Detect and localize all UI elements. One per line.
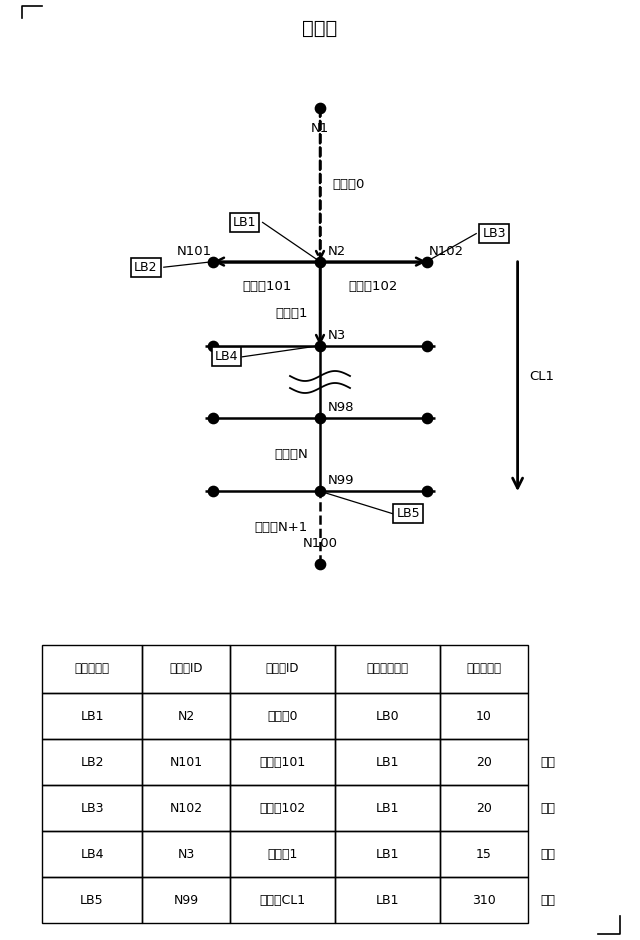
Text: LB1: LB1: [376, 802, 399, 814]
Bar: [440, 831, 528, 877]
Point: [208, 411, 218, 426]
Text: 追加: 追加: [540, 894, 555, 906]
Bar: [142, 785, 230, 831]
Text: 10: 10: [476, 710, 492, 723]
Text: 15: 15: [476, 848, 492, 860]
Text: リンク1: リンク1: [268, 848, 298, 860]
Text: 追加: 追加: [540, 756, 555, 769]
Text: リンク102: リンク102: [259, 802, 306, 814]
Bar: [230, 739, 335, 785]
Bar: [42, 645, 142, 693]
Text: N99: N99: [328, 474, 355, 487]
Text: LB4: LB4: [214, 351, 238, 363]
Bar: [42, 693, 142, 739]
Text: 累計コスト: 累計コスト: [467, 663, 502, 676]
Bar: [335, 645, 440, 693]
Text: N3: N3: [177, 848, 195, 860]
Text: N102: N102: [170, 802, 203, 814]
Bar: [335, 831, 440, 877]
Text: LB2: LB2: [80, 756, 104, 769]
Text: LB3: LB3: [80, 802, 104, 814]
Text: N101: N101: [170, 756, 203, 769]
Text: LB1: LB1: [80, 710, 104, 723]
Text: LB1: LB1: [376, 756, 399, 769]
Text: リンクCL1: リンクCL1: [259, 894, 305, 906]
Text: LB1: LB1: [376, 848, 399, 860]
Text: リンク0: リンク0: [268, 710, 298, 723]
Text: リンクID: リンクID: [266, 663, 300, 676]
Point: [315, 254, 325, 269]
Text: LB1: LB1: [376, 894, 399, 906]
Bar: [440, 645, 528, 693]
Text: LB0: LB0: [376, 710, 399, 723]
Text: ノードID: ノードID: [169, 663, 203, 676]
Text: LB5: LB5: [80, 894, 104, 906]
Text: リンク102: リンク102: [349, 279, 398, 292]
Bar: [440, 785, 528, 831]
Bar: [230, 785, 335, 831]
Bar: [142, 645, 230, 693]
Point: [208, 338, 218, 353]
Point: [208, 484, 218, 499]
Text: リンク0: リンク0: [332, 178, 364, 191]
Text: N100: N100: [303, 537, 337, 550]
Bar: [335, 877, 440, 923]
Text: N98: N98: [328, 401, 355, 415]
Point: [422, 484, 432, 499]
Text: N2: N2: [177, 710, 195, 723]
Text: 図１１: 図１１: [302, 19, 338, 38]
Bar: [142, 739, 230, 785]
Text: N99: N99: [173, 894, 198, 906]
Text: LB4: LB4: [80, 848, 104, 860]
Text: LB5: LB5: [397, 507, 420, 520]
Text: N102: N102: [429, 244, 464, 258]
Bar: [42, 785, 142, 831]
Text: N1: N1: [311, 121, 329, 134]
Bar: [230, 831, 335, 877]
Point: [315, 100, 325, 115]
Text: ラベル番号: ラベル番号: [74, 663, 109, 676]
Point: [208, 254, 218, 269]
Bar: [230, 877, 335, 923]
Text: 20: 20: [476, 756, 492, 769]
Bar: [440, 877, 528, 923]
Text: N101: N101: [176, 244, 211, 258]
Text: リンク101: リンク101: [242, 279, 291, 292]
Point: [315, 411, 325, 426]
Text: リンクN+1: リンクN+1: [255, 521, 308, 534]
Text: 前ラベル番号: 前ラベル番号: [367, 663, 408, 676]
Text: リンク1: リンク1: [275, 307, 308, 321]
Point: [422, 254, 432, 269]
Text: LB1: LB1: [233, 216, 257, 229]
Point: [315, 484, 325, 499]
Text: CL1: CL1: [530, 370, 555, 383]
Bar: [335, 693, 440, 739]
Bar: [335, 785, 440, 831]
Bar: [42, 877, 142, 923]
Text: LB2: LB2: [134, 260, 157, 274]
Text: LB3: LB3: [483, 227, 506, 240]
Point: [315, 338, 325, 353]
Bar: [142, 877, 230, 923]
Bar: [440, 739, 528, 785]
Point: [422, 338, 432, 353]
Bar: [230, 693, 335, 739]
Text: リンク101: リンク101: [259, 756, 306, 769]
Bar: [42, 739, 142, 785]
Bar: [230, 645, 335, 693]
Text: 310: 310: [472, 894, 496, 906]
Bar: [335, 739, 440, 785]
Point: [422, 411, 432, 426]
Text: 20: 20: [476, 802, 492, 814]
Point: [315, 556, 325, 572]
Text: リンクN: リンクN: [275, 448, 308, 462]
Text: 追加: 追加: [540, 848, 555, 860]
Bar: [42, 831, 142, 877]
Bar: [142, 693, 230, 739]
Bar: [142, 831, 230, 877]
Bar: [440, 693, 528, 739]
Text: N2: N2: [328, 244, 346, 258]
Text: N3: N3: [328, 329, 346, 341]
Text: 追加: 追加: [540, 802, 555, 814]
